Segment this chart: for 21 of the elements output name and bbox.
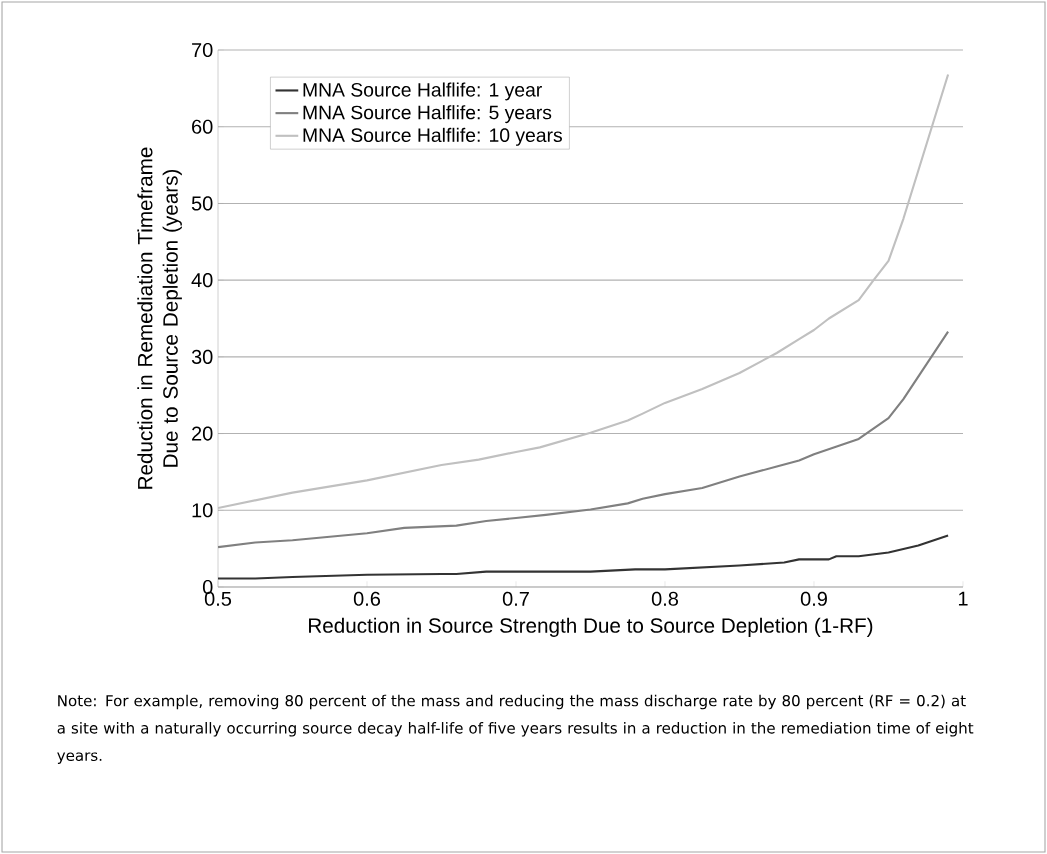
y-tick-label: 10	[192, 503, 213, 518]
y-tick-label: 60	[192, 119, 213, 134]
y-axis-title: Reduction in Remediation Timeframe Due to Source Depletion (years)	[137, 147, 182, 489]
line-series	[218, 534, 950, 580]
x-axis-title: Reduction in Source Strength Due to Source Depletion (1-RF)	[309, 617, 873, 637]
x-tick-label: 0.9	[800, 591, 827, 606]
y-tick-label: 50	[191, 196, 213, 211]
x-tick-label: 0.7	[502, 591, 529, 606]
y-tick-label: 30	[191, 349, 213, 364]
legend-label: MNA Source Halflife: 5 years	[303, 105, 552, 124]
y-tick-label: 20	[192, 426, 213, 441]
x-tick-label: 0.8	[651, 591, 679, 606]
x-tick-label: 0.6	[353, 591, 381, 606]
line-series	[218, 330, 950, 549]
y-tick-label: 70	[192, 42, 213, 58]
legend-label: MNA Source Halflife: 10 years	[303, 127, 562, 146]
text: Note: For example, removing 80 percent of the mass and reducing the mass discharge rate by 80 percent (RF = 0.2) at a site with a naturally occurring source decay half-life of five years results in a reduction in the remediation time of eight years.	[57, 694, 974, 764]
legend-label: MNA Source Halflife: 1 year	[303, 82, 542, 101]
x-tick-label: 1	[958, 591, 968, 606]
line-series	[218, 73, 950, 510]
y-tick-label: 40	[191, 273, 213, 288]
